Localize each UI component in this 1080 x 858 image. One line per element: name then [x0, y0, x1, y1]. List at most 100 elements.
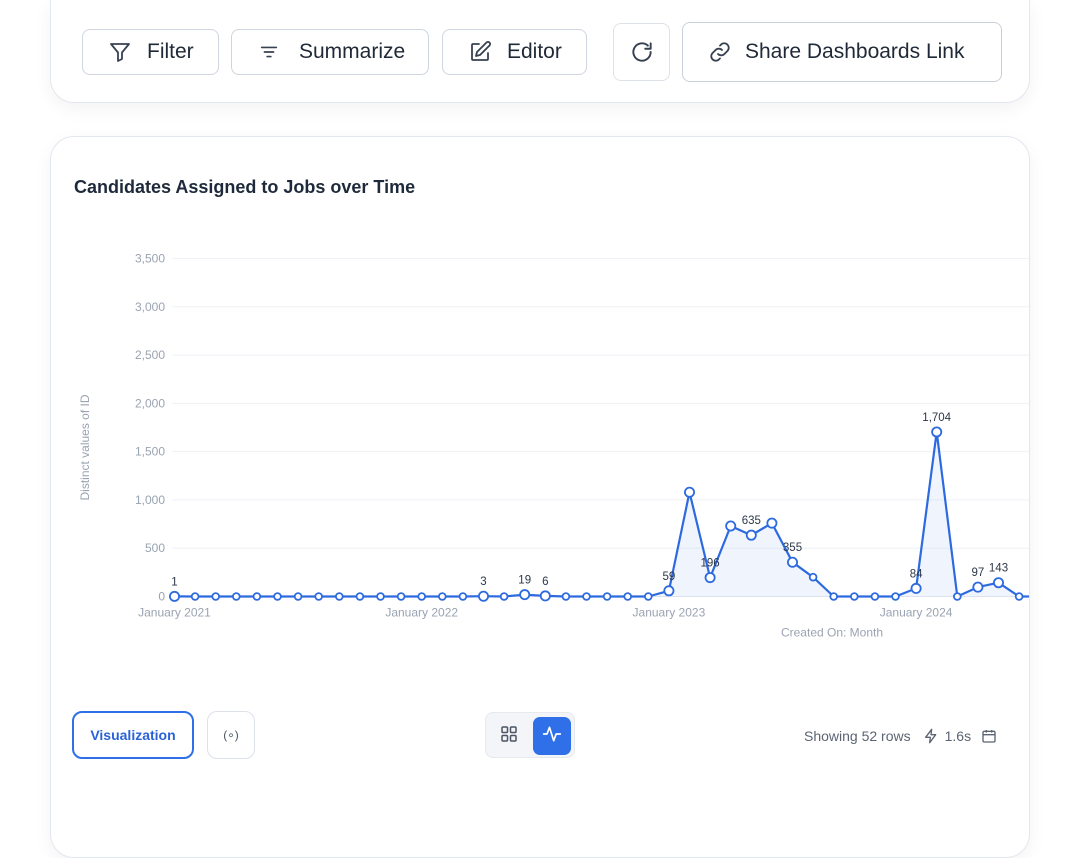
chart-title: Candidates Assigned to Jobs over Time [74, 177, 416, 197]
data-label: 635 [742, 515, 761, 527]
share-label: Share Dashboards Link [745, 40, 965, 63]
filter-icon [107, 39, 133, 65]
data-label: 143 [989, 563, 1008, 575]
data-point [499, 592, 509, 601]
visualization-settings-button[interactable]: (∘) [207, 711, 255, 759]
settings-icon: (∘) [223, 728, 239, 742]
data-point [1014, 592, 1024, 601]
data-point [849, 592, 859, 601]
y-tick-label: 2,000 [135, 396, 165, 410]
data-point [952, 592, 962, 601]
data-label: 59 [663, 571, 676, 583]
activity-icon [542, 724, 562, 749]
editor-button[interactable]: Editor [442, 29, 587, 75]
data-point [910, 582, 922, 594]
data-label: 84 [910, 568, 923, 580]
data-point [396, 592, 406, 601]
data-point [273, 592, 282, 601]
data-point [993, 577, 1005, 589]
editor-label: Editor [507, 40, 562, 63]
filter-label: Filter [147, 40, 194, 63]
data-point [477, 590, 489, 602]
y-tick-label: 1,500 [135, 445, 165, 459]
data-point [376, 592, 385, 601]
view-toggle [485, 712, 575, 758]
data-point [232, 592, 241, 601]
x-tick-label: January 2023 [633, 606, 706, 620]
data-label: 6 [542, 576, 548, 588]
data-point [252, 592, 262, 601]
data-point [602, 592, 612, 601]
refresh-icon [629, 39, 655, 65]
data-point [211, 592, 221, 601]
edit-icon [467, 39, 493, 65]
chart-view-toggle[interactable] [533, 717, 571, 755]
data-point [458, 592, 468, 601]
chart-card: Candidates Assigned to Jobs over Time 0 5… [50, 136, 1030, 858]
query-time: 1.6s [944, 728, 972, 744]
y-tick-label: 2,500 [135, 348, 165, 362]
summarize-icon [256, 39, 282, 65]
lightning-icon [923, 728, 939, 744]
series-area [174, 431, 1029, 597]
row-count: Showing 52 rows [804, 728, 911, 744]
y-tick-label: 3,500 [135, 252, 165, 266]
data-point [519, 589, 531, 601]
series-line [174, 430, 1029, 598]
data-label: 1 [171, 576, 177, 588]
data-point [169, 590, 181, 602]
table-view-toggle[interactable] [490, 717, 528, 755]
query-status: Showing 52 rows 1.6s [804, 725, 1003, 747]
data-point [417, 592, 427, 601]
data-point [623, 592, 632, 601]
data-point [829, 592, 838, 601]
data-point [870, 592, 880, 601]
data-point [808, 572, 818, 582]
data-point [787, 556, 799, 568]
data-point [684, 486, 696, 498]
toolbar-card: Filter Summarize Editor Share Dashboards… [50, 0, 1030, 103]
visualization-button[interactable]: Visualization [72, 711, 194, 759]
calendar-icon[interactable] [981, 728, 997, 744]
share-dashboards-link-button[interactable]: Share Dashboards Link [682, 22, 1002, 82]
data-point [355, 592, 365, 601]
x-axis-title: Created On: Month [781, 626, 883, 640]
grid-icon [500, 725, 518, 748]
refresh-button[interactable] [613, 23, 670, 81]
data-point [293, 592, 303, 601]
y-tick-label: 500 [145, 541, 165, 555]
line-chart: 0 500 1,000 1,500 2,000 2,500 3,000 3,500 Januar… [78, 252, 1029, 640]
data-label: 19 [518, 575, 531, 587]
summarize-button[interactable]: Summarize [231, 29, 429, 75]
data-point [314, 592, 324, 601]
data-point [745, 529, 757, 541]
data-point [582, 592, 591, 601]
data-label: 355 [783, 542, 802, 554]
y-tick-label: 1,000 [135, 493, 165, 507]
data-point [190, 592, 200, 601]
data-label: 97 [972, 567, 985, 579]
data-point [766, 517, 778, 529]
data-point [334, 592, 344, 601]
data-label: 3 [480, 576, 486, 588]
data-point [725, 520, 737, 532]
data-point [663, 585, 675, 597]
data-label: 1,704 [922, 412, 951, 424]
x-tick-label: January 2022 [385, 606, 458, 620]
data-point [972, 581, 984, 593]
link-icon [707, 39, 733, 65]
y-axis-title: Distinct values of ID [78, 394, 92, 500]
y-tick-label: 3,000 [135, 300, 165, 314]
data-point [539, 590, 551, 602]
data-point [437, 592, 447, 601]
x-tick-label: January 2021 [138, 606, 211, 620]
summarize-label: Summarize [299, 40, 406, 63]
data-label: 196 [701, 558, 720, 570]
y-tick-label: 0 [158, 590, 165, 604]
data-point [704, 572, 716, 584]
filter-button[interactable]: Filter [82, 29, 219, 75]
data-point [561, 592, 571, 601]
data-point [931, 426, 943, 438]
data-point [891, 592, 900, 601]
x-tick-label: January 2024 [880, 606, 953, 620]
